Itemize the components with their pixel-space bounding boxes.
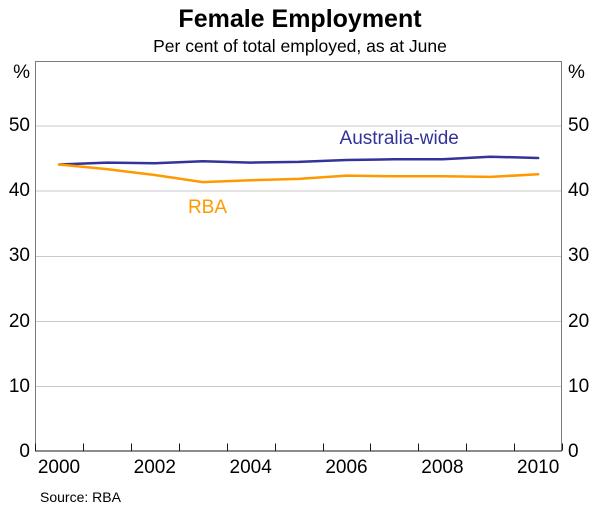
y-tick-label-right-0: 0 bbox=[568, 440, 579, 462]
y-tick-label-right-30: 30 bbox=[568, 245, 590, 267]
y-tick-label-right-40: 40 bbox=[568, 180, 590, 202]
chart-subtitle: Per cent of total employed, as at June bbox=[153, 36, 447, 56]
y-axis-unit-left: % bbox=[13, 62, 30, 83]
y-axis-unit-right: % bbox=[568, 62, 585, 83]
plot-area: Australia-wide RBA bbox=[35, 61, 563, 452]
x-tick-label-2002: 2002 bbox=[133, 457, 176, 478]
y-tick-label-left-40: 40 bbox=[8, 180, 30, 202]
y-tick-label-left-20: 20 bbox=[8, 310, 30, 332]
y-tick-label-right-50: 50 bbox=[568, 115, 590, 137]
y-tick-label-right-20: 20 bbox=[568, 310, 590, 332]
y-tick-label-left-30: 30 bbox=[8, 245, 30, 267]
chart-title: Female Employment bbox=[178, 5, 422, 33]
x-tick-label-2000: 2000 bbox=[37, 457, 81, 478]
x-tick-label-2010: 2010 bbox=[517, 457, 560, 478]
x-tick-label-2004: 2004 bbox=[229, 457, 272, 478]
source-note: Source: RBA bbox=[40, 489, 121, 505]
series-label-australia-wide: Australia-wide bbox=[339, 127, 459, 149]
y-tick-label-left-0: 0 bbox=[19, 440, 30, 462]
x-tick-label-2008: 2008 bbox=[421, 457, 464, 478]
y-tick-label-left-50: 50 bbox=[8, 115, 30, 137]
plot-canvas bbox=[35, 61, 563, 452]
y-tick-label-left-10: 10 bbox=[8, 375, 30, 397]
series-label-rba: RBA bbox=[187, 196, 228, 218]
x-tick-label-2006: 2006 bbox=[325, 457, 368, 478]
y-tick-label-right-10: 10 bbox=[568, 375, 590, 397]
